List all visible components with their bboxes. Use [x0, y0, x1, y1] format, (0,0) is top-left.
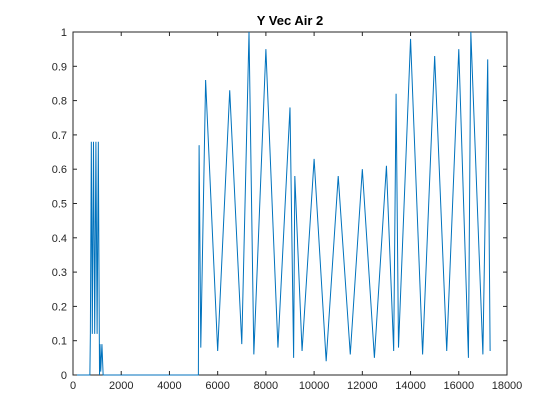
x-tick-label: 16000: [443, 380, 474, 392]
y-tick-label: 0.7: [52, 130, 67, 142]
y-tick-label: 0.1: [52, 336, 67, 348]
series-line: [73, 31, 491, 376]
x-tick-label: 4000: [157, 380, 181, 392]
y-tick-label: 0.6: [52, 164, 67, 176]
x-tick-label: 8000: [254, 380, 278, 392]
y-tick-label: 0.9: [52, 61, 67, 73]
y-tick-label: 1: [61, 27, 67, 39]
x-tick-label: 12000: [347, 380, 378, 392]
x-tick-label: 18000: [492, 380, 523, 392]
x-tick-label: 0: [70, 380, 76, 392]
y-tick-label: 0.4: [52, 233, 67, 245]
plot-area: [72, 31, 508, 376]
y-tick-label: 0.3: [52, 267, 67, 279]
y-tick-label: 0.2: [52, 301, 67, 313]
y-tick-label: 0: [61, 370, 67, 382]
x-tick-label: 2000: [109, 380, 133, 392]
chart-title: Y Vec Air 2: [257, 13, 324, 28]
axes-layer: 0 2000 4000 6000 8000 10000 12000 14000 16000 180…: [52, 27, 523, 392]
series-layer: [73, 31, 491, 376]
y-tick-label: 0.8: [52, 96, 67, 108]
x-tick-label: 10000: [299, 380, 330, 392]
y-tick-label: 0.5: [52, 199, 67, 211]
x-tick-label: 6000: [205, 380, 229, 392]
x-tick-label: 14000: [395, 380, 426, 392]
